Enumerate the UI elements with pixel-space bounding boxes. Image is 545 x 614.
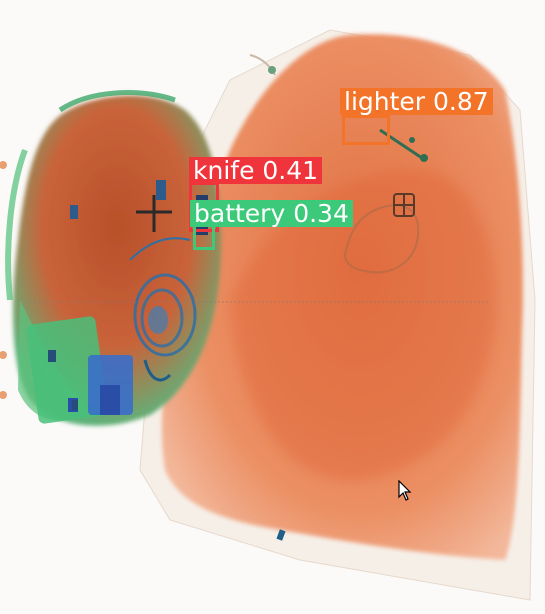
lighter-bounding-box: [342, 115, 390, 145]
knife-label: knife 0.41: [189, 157, 323, 184]
mouse-cursor-icon: [398, 480, 412, 501]
battery-label: battery 0.34: [190, 200, 353, 227]
lighter-label: lighter 0.87: [340, 88, 493, 115]
